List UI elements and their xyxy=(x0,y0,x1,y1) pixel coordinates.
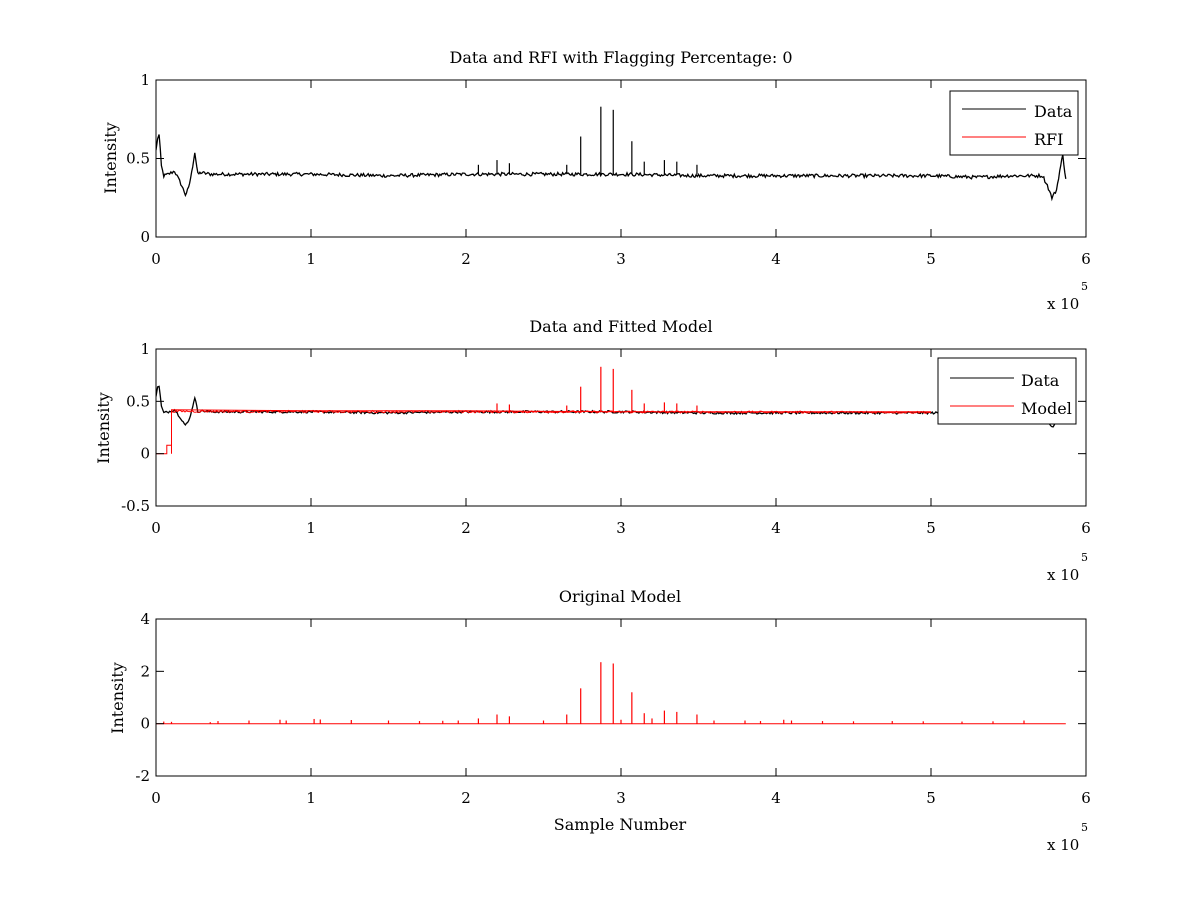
subplot-2: 0 1 2 3 4 5 6-0.500.51 Data and Fitted Model I… xyxy=(94,317,1091,584)
y-tick-label: 0 xyxy=(140,228,150,246)
subplot-1-legend: Data RFI xyxy=(949,90,1079,156)
subplot-3-title: Original Model xyxy=(559,587,681,606)
subplot-2-legend: Data Model xyxy=(937,357,1077,425)
x-tick-label: 5 xyxy=(926,789,936,807)
x-tick-label: 2 xyxy=(461,250,471,268)
y-tick-label: 4 xyxy=(140,610,150,628)
series-line-model-texture xyxy=(171,409,932,414)
x-tick-label: 1 xyxy=(306,250,316,268)
x-tick-label: 2 xyxy=(461,789,471,807)
x-tick-label: 4 xyxy=(771,789,781,807)
legend-entry-rfi: RFI xyxy=(1034,130,1063,149)
subplot-3-content xyxy=(156,662,1066,725)
y-tick-label: 2 xyxy=(140,662,150,680)
subplot-1-ticks: 0 1 2 3 4 5 6 0 0.5 1 xyxy=(126,71,1091,268)
subplot-1: 0 1 2 3 4 5 6 0 0.5 1 Data and RFI with Flagging … xyxy=(101,48,1091,313)
x-tick-label: 0 xyxy=(151,250,161,268)
y-tick-label: 1 xyxy=(140,71,150,89)
subplot-3-ylabel: Intensity xyxy=(108,662,127,734)
subplot-2-content xyxy=(156,366,1057,455)
subplot-2-x-multiplier: x 10 xyxy=(1047,566,1079,584)
y-tick-label: -0.5 xyxy=(121,497,150,515)
x-tick-label: 5 xyxy=(926,519,936,537)
y-tick-label: 0.5 xyxy=(126,392,150,410)
y-tick-label: -2 xyxy=(135,767,150,785)
series-line-data xyxy=(156,134,1067,202)
x-tick-label: 3 xyxy=(616,519,626,537)
legend-box xyxy=(949,90,1079,156)
x-tick-label: 4 xyxy=(771,250,781,268)
x-tick-label: 5 xyxy=(926,250,936,268)
x-tick-label: 4 xyxy=(771,519,781,537)
y-tick-label: 0 xyxy=(140,445,150,463)
y-tick-label: 0.5 xyxy=(126,150,150,168)
subplot-1-x-multiplier: x 10 xyxy=(1047,295,1079,313)
y-tick-label: 0 xyxy=(140,715,150,733)
subplot-3-xlabel: Sample Number xyxy=(554,815,687,834)
subplot-2-title: Data and Fitted Model xyxy=(529,317,712,336)
legend-entry-model: Model xyxy=(1021,399,1072,418)
subplot-2-ticks: 0 1 2 3 4 5 6-0.500.51 xyxy=(121,340,1091,537)
x-tick-label: 3 xyxy=(616,250,626,268)
subplot-1-content xyxy=(156,106,1067,202)
subplot-3-x-multiplier: x 10 xyxy=(1047,836,1079,854)
x-tick-label: 1 xyxy=(306,789,316,807)
series-line-model xyxy=(156,409,931,455)
subplot-1-title: Data and RFI with Flagging Percentage: 0 xyxy=(449,48,792,67)
x-tick-label: 6 xyxy=(1081,789,1091,807)
subplot-2-x-exponent: 5 xyxy=(1081,551,1088,564)
x-tick-label: 2 xyxy=(461,519,471,537)
x-tick-label: 6 xyxy=(1081,250,1091,268)
legend-entry-data: Data xyxy=(1021,371,1060,390)
subplot-3-x-exponent: 5 xyxy=(1081,821,1088,834)
x-tick-label: 6 xyxy=(1081,519,1091,537)
x-tick-label: 0 xyxy=(151,789,161,807)
y-tick-label: 1 xyxy=(140,340,150,358)
x-tick-label: 1 xyxy=(306,519,316,537)
x-tick-label: 3 xyxy=(616,789,626,807)
subplot-1-x-exponent: 5 xyxy=(1081,280,1088,293)
legend-entry-data: Data xyxy=(1034,102,1073,121)
subplot-2-ylabel: Intensity xyxy=(94,392,113,464)
legend-box xyxy=(937,357,1077,425)
subplot-1-ylabel: Intensity xyxy=(101,122,120,194)
x-tick-label: 0 xyxy=(151,519,161,537)
